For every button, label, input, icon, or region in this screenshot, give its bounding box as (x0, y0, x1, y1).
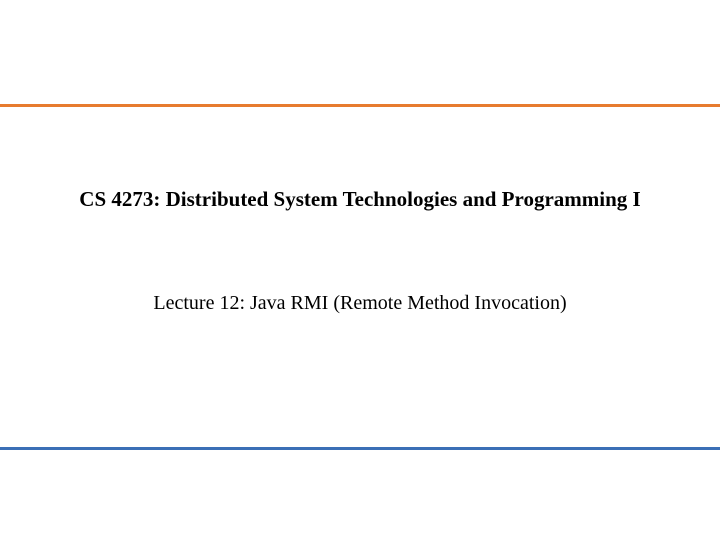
bottom-divider (0, 447, 720, 450)
course-title: CS 4273: Distributed System Technologies… (0, 187, 720, 212)
top-divider (0, 104, 720, 107)
lecture-title: Lecture 12: Java RMI (Remote Method Invo… (0, 292, 720, 315)
slide: CS 4273: Distributed System Technologies… (0, 0, 720, 540)
